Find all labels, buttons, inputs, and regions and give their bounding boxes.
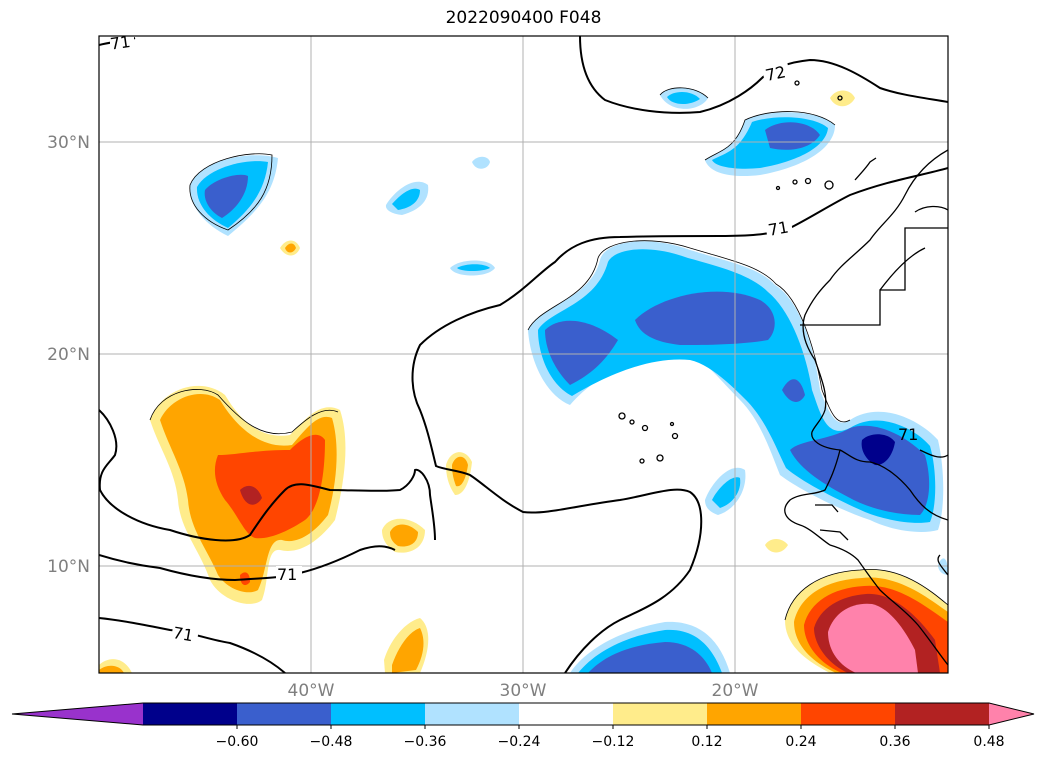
colorbar: −0.60 −0.48 −0.36 −0.24 −0.12 0.12 0.24 0.36 0.4… [11, 702, 1035, 750]
colorbar-segment [425, 703, 520, 725]
contour-label: 72 [764, 62, 788, 85]
lon-label-30w: 30°W [500, 681, 547, 701]
colorbar-tick-label: −0.12 [592, 734, 635, 750]
colorbar-tick-label: −0.48 [310, 734, 353, 750]
height-contours [99, 36, 948, 673]
lon-labels: 40°W 30°W 20°W [288, 681, 759, 701]
colorbar-tick-label: 0.48 [973, 734, 1004, 750]
contour-label: 71 [898, 425, 918, 444]
colorbar-extend-low [12, 703, 143, 725]
shaded-field [99, 87, 948, 673]
lat-label-20n: 20°N [47, 345, 90, 365]
shaded-outline [149, 87, 948, 621]
colorbar-tick-label: −0.24 [498, 734, 541, 750]
colorbar-outline [11, 702, 1035, 726]
gridlines [99, 36, 948, 673]
map-frame [98, 35, 949, 674]
contour-label: 71 [767, 218, 790, 240]
colorbar-tick-label: 0.12 [691, 734, 722, 750]
colorbar-tick-label: 0.36 [879, 734, 910, 750]
contour-label: 71 [109, 32, 132, 54]
contour-label: 71 [277, 565, 297, 584]
colorbar-tick-label: −0.60 [216, 734, 259, 750]
colorbar-segment [143, 703, 238, 725]
lon-label-20w: 20°W [712, 681, 759, 701]
colorbar-extend-high [989, 703, 1034, 725]
lat-label-10n: 10°N [47, 557, 90, 577]
colorbar-segment [519, 703, 614, 725]
colorbar-segment [613, 703, 708, 725]
contour-label: 71 [171, 623, 194, 645]
colorbar-tick-label: −0.36 [404, 734, 447, 750]
lat-labels: 30°N 20°N 10°N [47, 133, 90, 577]
lon-label-40w: 40°W [288, 681, 335, 701]
contour-labels: 71 72 71 71 71 71 [109, 32, 918, 645]
lat-label-30n: 30°N [47, 133, 90, 153]
colorbar-tick-label: 0.24 [785, 734, 816, 750]
colorbar-segment [331, 703, 426, 725]
coastlines [618, 80, 948, 666]
colorbar-segment [801, 703, 896, 725]
colorbar-segment [237, 703, 332, 725]
map-title: 2022090400 F048 [445, 8, 602, 28]
colorbar-segment [707, 703, 802, 725]
colorbar-segment [895, 703, 990, 725]
